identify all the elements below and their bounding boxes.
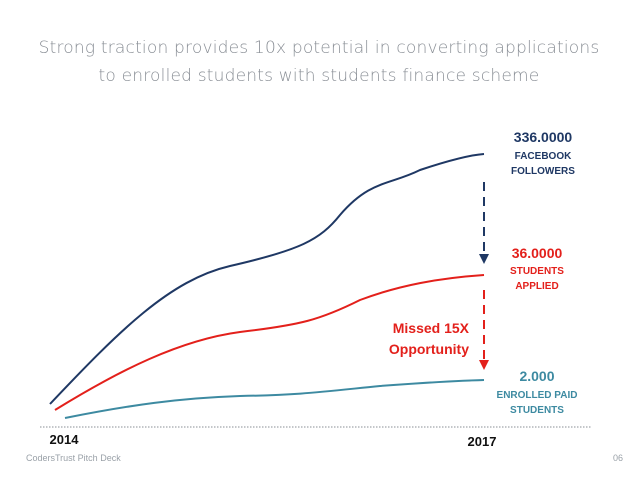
applied-label-line-2: APPLIED bbox=[515, 281, 558, 292]
series-line-facebook bbox=[49, 153, 485, 405]
footer-page-number: 06 bbox=[612, 453, 623, 463]
enrolled-label-line-1: ENROLLED PAID bbox=[497, 390, 578, 401]
arrow-head-navy-icon bbox=[479, 254, 489, 264]
series-line-applied bbox=[54, 274, 485, 411]
annotation-line-2: Opportunity bbox=[389, 341, 469, 357]
x-tick-2017: 2017 bbox=[468, 434, 497, 449]
enrolled-value-label: 2.000 bbox=[519, 368, 554, 384]
series-line-enrolled bbox=[64, 379, 485, 419]
applied-label-line-1: STUDENTS bbox=[510, 266, 564, 277]
facebook-label-line-1: FACEBOOK bbox=[515, 151, 572, 162]
annotation-line-1: Missed 15X bbox=[393, 320, 470, 336]
facebook-value-label: 336.0000 bbox=[514, 129, 573, 145]
title-line-2: to enrolled students with students finan… bbox=[98, 66, 540, 86]
facebook-label-line-2: FOLLOWERS bbox=[511, 166, 575, 177]
applied-value-label: 36.0000 bbox=[512, 245, 563, 261]
footer-deck-name: CodersTrust Pitch Deck bbox=[26, 453, 121, 463]
x-tick-2014: 2014 bbox=[50, 432, 80, 447]
title-line-1: Strong traction provides 10x potential i… bbox=[38, 38, 600, 58]
enrolled-label-line-2: STUDENTS bbox=[510, 405, 564, 416]
slide-title: Strong traction provides 10x potential i… bbox=[0, 34, 638, 90]
arrow-head-red-icon bbox=[479, 360, 489, 370]
